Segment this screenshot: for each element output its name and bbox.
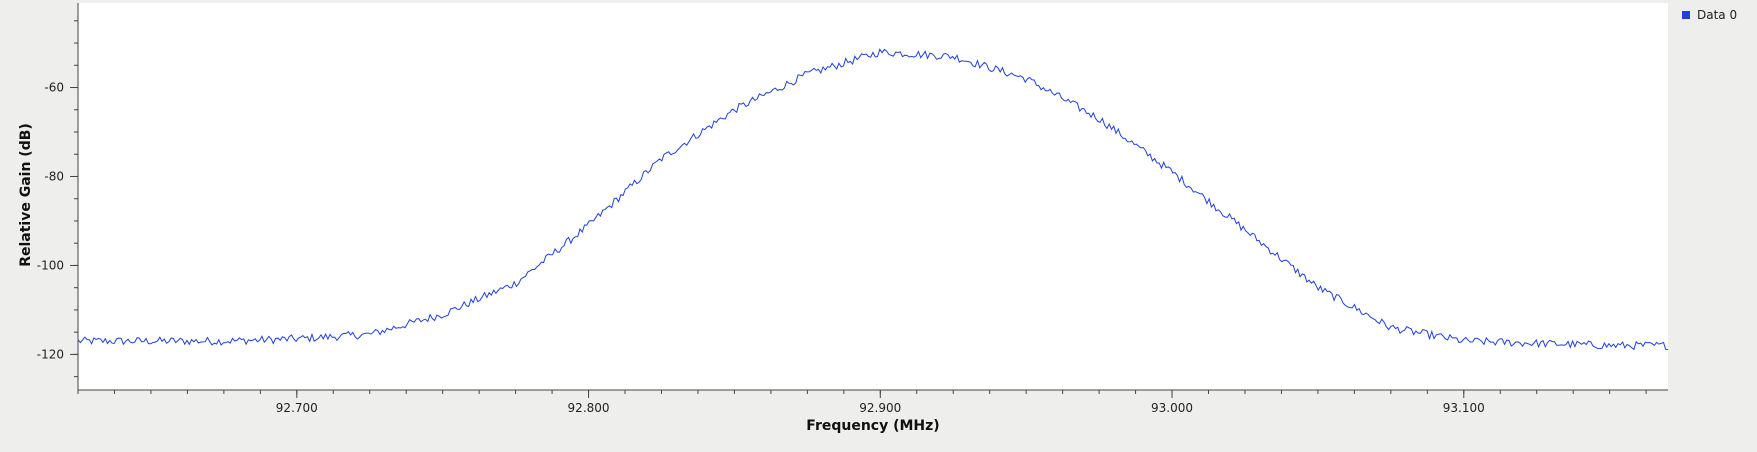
series-layer xyxy=(77,48,1669,351)
legend-swatch xyxy=(1682,11,1690,19)
y-tick-label: -100 xyxy=(37,258,64,272)
y-tick-labels: -60 -80 -100 -120 xyxy=(37,81,64,362)
y-tick-label: -120 xyxy=(37,347,64,361)
legend-label: Data 0 xyxy=(1697,8,1737,22)
x-tick-label: 92.700 xyxy=(276,401,318,415)
x-tick-label: 92.800 xyxy=(568,401,610,415)
x-tick-labels: 92.700 92.800 92.900 93.000 93.100 xyxy=(276,401,1485,415)
x-tick-label: 93.100 xyxy=(1443,401,1485,415)
x-tick-label: 93.000 xyxy=(1151,401,1193,415)
x-axis-title: Frequency (MHz) xyxy=(806,418,939,434)
y-tick-label: -80 xyxy=(44,169,64,183)
legend[interactable]: Data 0 xyxy=(1682,8,1737,22)
y-axis-title: Relative Gain (dB) xyxy=(18,123,34,267)
x-tick-label: 92.900 xyxy=(859,401,901,415)
series-line-data-0 xyxy=(77,48,1669,351)
plot-area xyxy=(78,3,1668,390)
y-tick-label: -60 xyxy=(44,81,64,95)
axis-ticks xyxy=(70,20,1647,398)
